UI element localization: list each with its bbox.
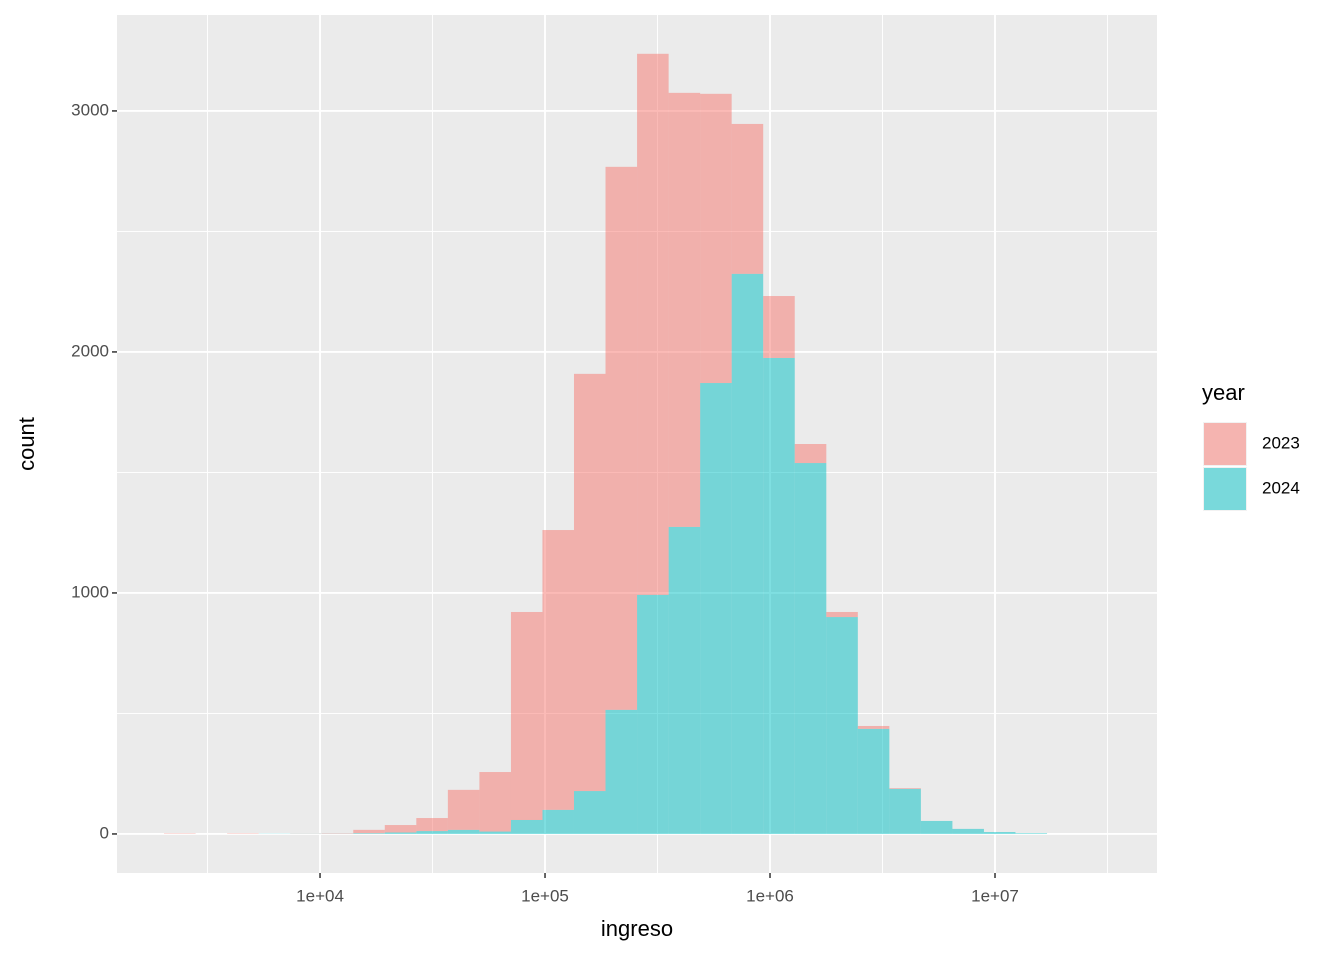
bar — [574, 374, 606, 791]
legend-swatch — [1204, 468, 1246, 510]
legend-label: 2023 — [1262, 433, 1300, 452]
y-tick-label: 2000 — [71, 341, 109, 360]
bar — [479, 832, 511, 834]
legend-title: year — [1202, 380, 1245, 405]
legend: year 2023 2024 — [1202, 380, 1300, 511]
bar — [732, 274, 764, 834]
x-axis-title: ingreso — [601, 916, 673, 941]
bar — [353, 830, 385, 833]
bar — [669, 527, 701, 834]
bar — [889, 788, 921, 789]
bar — [952, 829, 984, 834]
y-tick-label: 0 — [100, 823, 109, 842]
bar — [763, 358, 795, 834]
bar — [858, 729, 890, 834]
bar — [637, 595, 669, 834]
x-tick-label: 1e+07 — [971, 886, 1019, 905]
bar — [416, 818, 448, 831]
bar — [542, 810, 574, 834]
bar — [669, 93, 701, 527]
x-tick-label: 1e+05 — [521, 886, 569, 905]
x-tick-label: 1e+06 — [746, 886, 794, 905]
bar — [921, 821, 953, 834]
bar — [732, 124, 764, 274]
bar — [511, 612, 543, 820]
bar — [826, 612, 858, 617]
bar — [826, 617, 858, 834]
bar — [763, 296, 795, 358]
bar — [574, 791, 606, 834]
bar — [700, 383, 732, 834]
bar — [637, 54, 669, 595]
bar — [416, 831, 448, 834]
bar — [858, 726, 890, 729]
bar — [606, 167, 638, 710]
bar — [353, 833, 385, 834]
bar — [385, 825, 417, 832]
bar — [889, 789, 921, 834]
bar — [479, 772, 511, 832]
bar — [606, 710, 638, 834]
y-tick-label: 3000 — [71, 100, 109, 119]
y-tick-label: 1000 — [71, 582, 109, 601]
bar — [984, 832, 1016, 834]
legend-swatch — [1204, 423, 1246, 465]
bar — [795, 463, 827, 834]
bar — [1015, 833, 1047, 834]
bar — [385, 833, 417, 834]
y-axis-title: count — [14, 417, 39, 471]
x-tick-label: 1e+04 — [296, 886, 344, 905]
legend-label: 2024 — [1262, 478, 1300, 497]
bar — [542, 530, 574, 810]
bar — [448, 790, 480, 830]
bar — [700, 94, 732, 383]
bar — [795, 444, 827, 463]
bar — [511, 820, 543, 834]
bar — [448, 830, 480, 834]
